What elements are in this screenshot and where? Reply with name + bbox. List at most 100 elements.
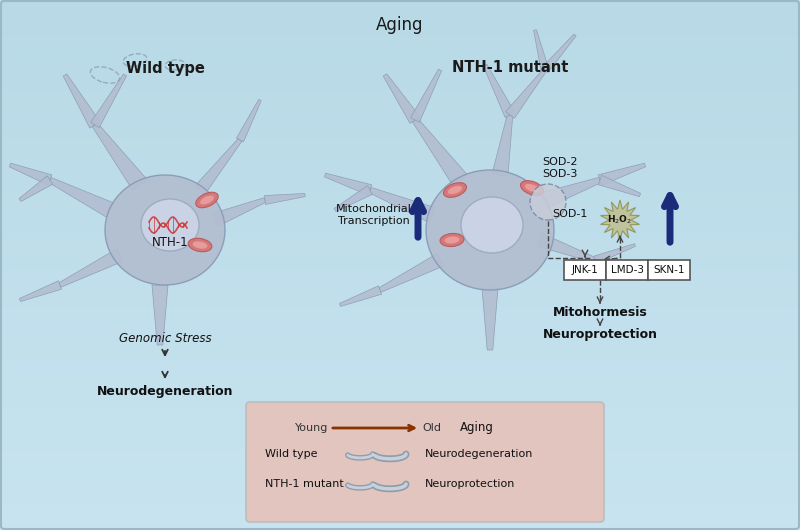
Bar <box>0 318 800 323</box>
Bar <box>0 42 800 48</box>
Bar <box>0 170 800 175</box>
Bar <box>0 196 800 201</box>
Bar <box>0 525 800 530</box>
Ellipse shape <box>105 175 225 285</box>
Bar <box>0 90 800 95</box>
Text: NTH-1 mutant: NTH-1 mutant <box>452 60 568 75</box>
Bar <box>0 413 800 419</box>
Bar <box>0 244 800 249</box>
Polygon shape <box>506 69 546 118</box>
Bar <box>0 477 800 482</box>
Text: NTH-1: NTH-1 <box>152 235 188 249</box>
Polygon shape <box>10 163 52 185</box>
Bar <box>0 228 800 233</box>
Bar <box>0 297 800 302</box>
Bar <box>0 26 800 32</box>
Bar <box>0 387 800 392</box>
Bar <box>0 58 800 64</box>
Ellipse shape <box>461 197 523 253</box>
Bar <box>0 419 800 424</box>
Bar <box>0 504 800 509</box>
Text: Aging: Aging <box>460 421 494 435</box>
Bar <box>0 509 800 514</box>
Bar <box>0 408 800 413</box>
Bar <box>0 212 800 217</box>
Bar <box>0 164 800 170</box>
Bar <box>0 233 800 238</box>
Bar <box>0 80 800 85</box>
Polygon shape <box>598 163 646 185</box>
Bar <box>0 143 800 148</box>
Polygon shape <box>49 178 114 217</box>
Bar <box>0 69 800 74</box>
Bar <box>0 498 800 504</box>
Bar <box>0 175 800 180</box>
Polygon shape <box>152 285 168 345</box>
Text: LMD-3: LMD-3 <box>610 265 643 275</box>
Bar <box>0 32 800 37</box>
Bar <box>0 180 800 186</box>
Bar <box>0 429 800 435</box>
Bar <box>0 154 800 159</box>
Bar <box>0 53 800 58</box>
Bar <box>0 238 800 244</box>
Bar <box>0 466 800 472</box>
Bar <box>0 0 800 5</box>
Bar <box>0 148 800 154</box>
FancyBboxPatch shape <box>246 402 604 522</box>
Polygon shape <box>93 123 147 190</box>
Bar <box>0 101 800 106</box>
Bar <box>0 424 800 429</box>
Bar <box>0 350 800 355</box>
Ellipse shape <box>200 196 214 205</box>
Polygon shape <box>383 74 420 123</box>
Polygon shape <box>19 176 53 201</box>
Text: Neurodegeneration: Neurodegeneration <box>97 385 234 398</box>
Ellipse shape <box>141 199 199 251</box>
Bar <box>0 461 800 466</box>
Text: SOD-1: SOD-1 <box>552 209 587 219</box>
Bar <box>0 286 800 292</box>
Bar <box>0 95 800 101</box>
Bar <box>0 122 800 127</box>
FancyBboxPatch shape <box>606 260 648 280</box>
Bar <box>0 64 800 69</box>
Bar <box>0 276 800 281</box>
Bar <box>0 403 800 408</box>
Text: H$_2$O$_2$: H$_2$O$_2$ <box>607 214 633 226</box>
Bar <box>0 254 800 260</box>
FancyBboxPatch shape <box>564 260 606 280</box>
Text: NTH-1 mutant: NTH-1 mutant <box>265 479 344 489</box>
Bar <box>0 48 800 53</box>
FancyBboxPatch shape <box>648 260 690 280</box>
Ellipse shape <box>448 186 462 194</box>
Bar <box>0 366 800 371</box>
Text: Old: Old <box>422 423 441 433</box>
Bar <box>0 16 800 21</box>
Bar <box>0 371 800 376</box>
Bar <box>0 106 800 111</box>
Polygon shape <box>598 175 641 197</box>
Bar <box>0 5 800 11</box>
Bar <box>0 482 800 488</box>
Polygon shape <box>410 69 442 122</box>
Bar <box>0 334 800 339</box>
Bar <box>0 450 800 456</box>
Polygon shape <box>213 198 266 226</box>
Ellipse shape <box>440 233 464 246</box>
Bar <box>0 85 800 90</box>
Polygon shape <box>339 286 382 306</box>
Bar <box>0 132 800 138</box>
Bar <box>0 281 800 286</box>
Bar <box>0 376 800 382</box>
Polygon shape <box>594 255 638 271</box>
Polygon shape <box>538 233 596 262</box>
Polygon shape <box>379 254 443 292</box>
Polygon shape <box>195 138 242 194</box>
Bar <box>0 382 800 387</box>
Bar <box>0 355 800 360</box>
Polygon shape <box>492 114 513 176</box>
Ellipse shape <box>188 238 212 252</box>
Bar <box>0 519 800 525</box>
Bar <box>0 11 800 16</box>
